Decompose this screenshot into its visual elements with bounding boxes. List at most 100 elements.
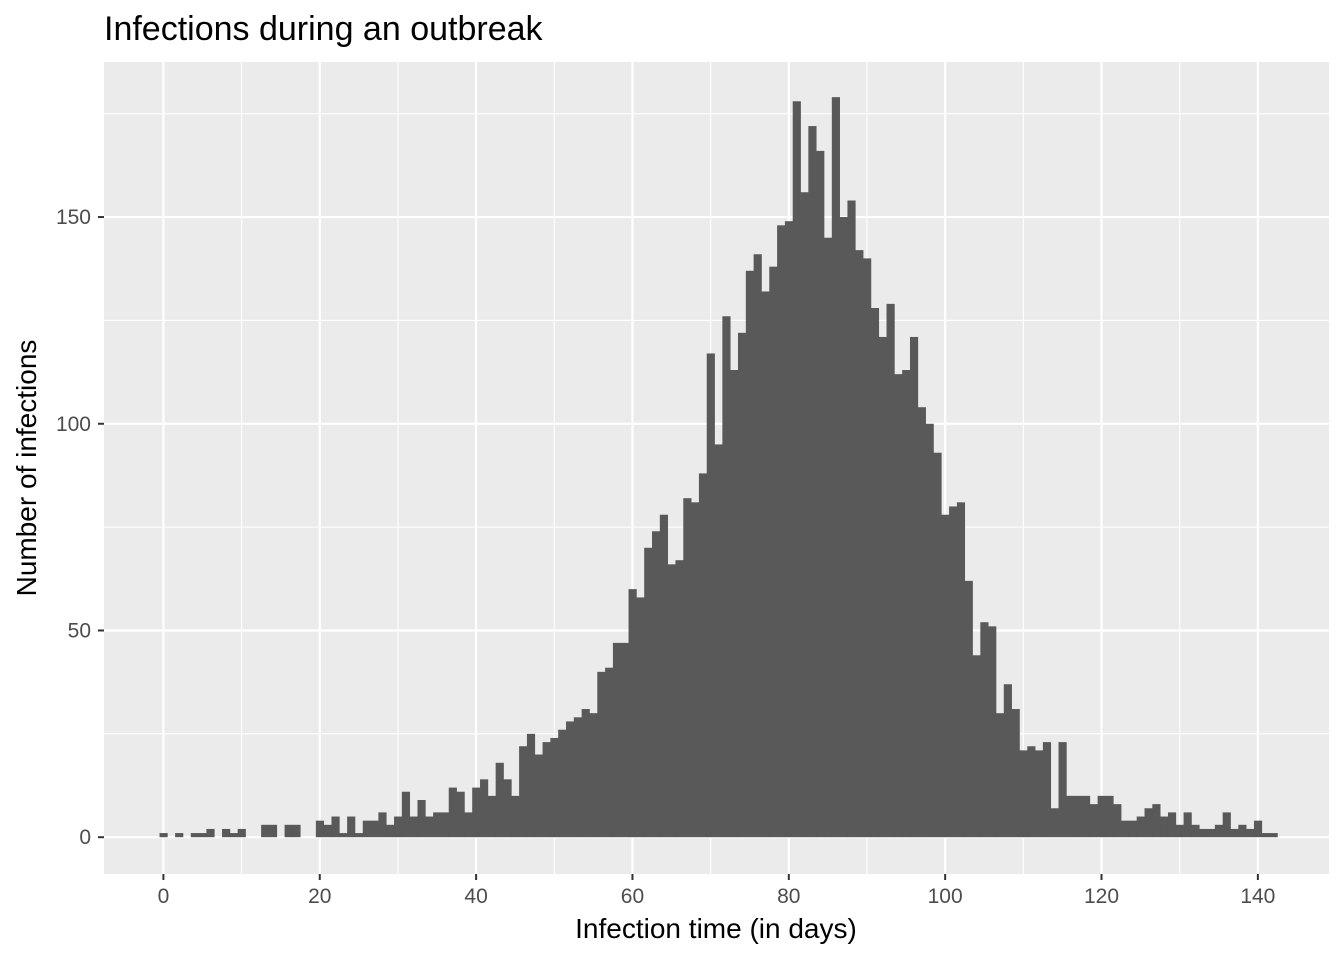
bar xyxy=(652,531,661,838)
bar xyxy=(1191,824,1200,838)
bar xyxy=(339,833,348,838)
bar xyxy=(1128,820,1138,838)
bar xyxy=(1050,808,1059,838)
bar xyxy=(331,816,340,838)
bar xyxy=(1089,804,1098,838)
chart-title: Infections during an outbreak xyxy=(104,10,544,48)
bar xyxy=(644,547,653,838)
bar xyxy=(394,816,403,838)
bar xyxy=(323,824,332,838)
bar xyxy=(370,820,379,838)
bar xyxy=(456,791,465,838)
bar xyxy=(1081,795,1091,838)
bar xyxy=(480,779,489,838)
x-tick-label: 100 xyxy=(928,885,963,908)
bar xyxy=(1167,812,1177,838)
bar xyxy=(941,514,950,838)
bar xyxy=(1074,795,1083,838)
x-tick-label: 120 xyxy=(1084,885,1119,908)
bar xyxy=(526,733,536,838)
bar xyxy=(831,97,840,838)
bar xyxy=(863,258,872,838)
bar xyxy=(1230,828,1239,838)
bar xyxy=(839,217,848,838)
bar xyxy=(1175,824,1184,838)
bar xyxy=(1136,816,1145,838)
bar xyxy=(542,742,551,838)
bar xyxy=(1238,824,1247,838)
bar xyxy=(706,353,715,838)
bar xyxy=(847,200,856,838)
bar xyxy=(894,374,903,838)
y-tick-label: 100 xyxy=(56,413,91,436)
y-tick-label: 0 xyxy=(79,826,91,849)
bar xyxy=(878,336,887,838)
bar xyxy=(558,729,567,838)
bar xyxy=(972,655,981,838)
bar xyxy=(605,667,614,838)
y-axis-title: Number of infections xyxy=(11,340,42,597)
bar xyxy=(745,270,754,838)
bar xyxy=(730,370,739,838)
bar xyxy=(636,597,645,838)
bar xyxy=(917,407,926,838)
bar xyxy=(1003,684,1012,838)
bar xyxy=(550,737,559,838)
bar xyxy=(503,779,512,838)
bar xyxy=(698,473,708,838)
bar xyxy=(534,754,543,838)
bar xyxy=(362,820,371,838)
bar xyxy=(886,303,895,838)
x-tick-label: 140 xyxy=(1240,885,1275,908)
bar xyxy=(401,791,411,838)
bar xyxy=(628,589,637,838)
bar xyxy=(1113,804,1122,838)
bar xyxy=(425,816,434,838)
minor-gridlines xyxy=(104,62,1329,874)
bar xyxy=(1121,820,1130,838)
bar xyxy=(1183,812,1192,838)
bar xyxy=(855,250,864,838)
x-tick-label: 20 xyxy=(308,885,331,908)
bar xyxy=(1097,795,1106,838)
bar xyxy=(175,833,184,838)
bar xyxy=(589,713,598,838)
bar xyxy=(612,642,622,838)
bar xyxy=(409,816,418,838)
bar xyxy=(870,307,880,838)
bar xyxy=(1261,833,1270,838)
x-tick-label: 0 xyxy=(158,885,170,908)
y-axis: 0 50 100 150 xyxy=(56,206,104,849)
bar xyxy=(440,812,450,838)
x-tick-label: 40 xyxy=(464,885,487,908)
bar xyxy=(808,126,817,838)
bar xyxy=(1019,750,1028,838)
bar xyxy=(487,795,497,838)
bar xyxy=(909,336,919,838)
bar xyxy=(597,671,606,838)
bar xyxy=(1160,816,1169,838)
bar xyxy=(714,444,723,838)
bar xyxy=(988,626,997,838)
bar xyxy=(292,824,301,838)
bar xyxy=(737,332,747,838)
bar xyxy=(769,266,778,838)
bar xyxy=(448,787,457,838)
bar xyxy=(1152,804,1161,838)
bar xyxy=(1066,795,1075,838)
bar xyxy=(933,452,942,838)
bar xyxy=(315,820,325,838)
bar xyxy=(417,799,426,838)
bar xyxy=(1199,828,1208,838)
bar xyxy=(902,370,911,838)
bar xyxy=(675,560,684,838)
bar xyxy=(1042,742,1052,838)
bar xyxy=(761,291,770,838)
bar xyxy=(519,746,528,838)
bar xyxy=(511,795,520,838)
bar xyxy=(659,514,668,838)
bar xyxy=(566,721,575,838)
bar xyxy=(620,642,629,838)
bar xyxy=(784,221,794,838)
